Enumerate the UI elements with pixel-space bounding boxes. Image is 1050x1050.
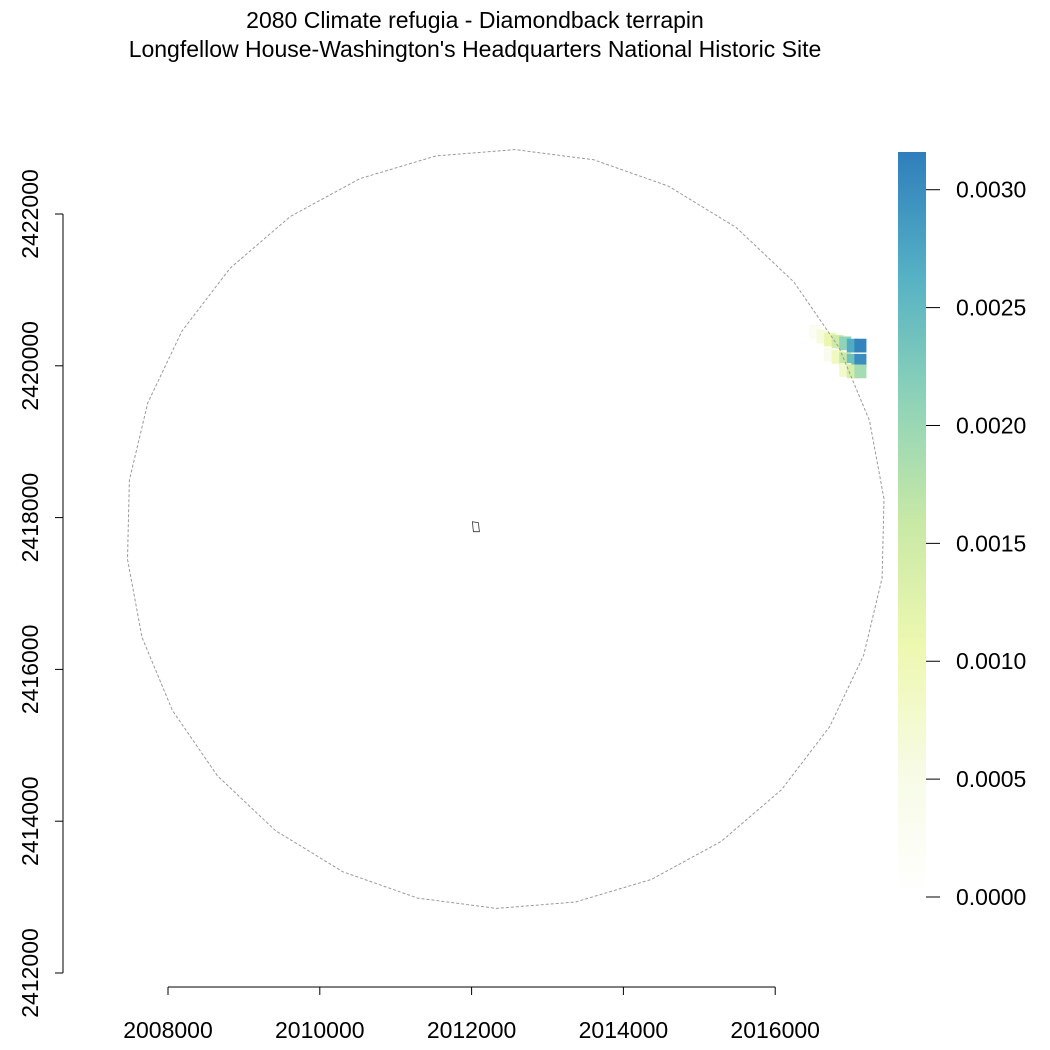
x-axis: 2008000 2010000 2012000 2014000 2016000 [123, 986, 820, 1043]
x-tick-label-0: 2008000 [123, 1017, 213, 1043]
y-tick-label-4: 2420000 [17, 321, 43, 411]
legend-tick-label-1: 0.0005 [956, 766, 1026, 792]
raster-cell-14 [854, 364, 867, 379]
legend-tick-label-5: 0.0025 [956, 295, 1026, 321]
legend-color-bar [898, 152, 926, 897]
legend-tick-label-3: 0.0015 [956, 530, 1026, 556]
legend-tick-label-6: 0.0030 [956, 177, 1026, 203]
park-boundary-layer [471, 521, 480, 533]
x-tick-label-3: 2014000 [579, 1017, 669, 1043]
y-tick-label-0: 2412000 [17, 928, 43, 1018]
legend-tick-label-4: 0.0020 [956, 412, 1026, 438]
color-legend: 0.0000 0.0005 0.0010 0.0015 0.0020 0.0025 0.00… [898, 152, 1026, 910]
buffer-circle [126, 149, 885, 909]
y-tick-label-3: 2418000 [17, 473, 43, 563]
legend-tick-label-0: 0.0000 [956, 884, 1026, 910]
y-tick-label-5: 2422000 [17, 169, 43, 259]
chart-subtitle: Longfellow House-Washington's Headquarte… [128, 36, 822, 62]
legend-tick-label-2: 0.0010 [956, 648, 1026, 674]
y-tick-label-1: 2414000 [17, 776, 43, 866]
y-tick-label-2: 2416000 [17, 625, 43, 715]
x-tick-label-2: 2012000 [427, 1017, 517, 1043]
raster-layer [808, 325, 867, 379]
raster-cell-6 [854, 338, 867, 353]
y-axis: 2412000 2414000 2416000 2418000 2420000 24220… [17, 169, 64, 1018]
park-boundary [471, 521, 480, 533]
chart-title: 2080 Climate refugia - Diamondback terra… [246, 7, 704, 33]
raster-cell-11 [854, 353, 867, 368]
buffer-circle-layer [126, 149, 885, 909]
x-tick-label-4: 2016000 [730, 1017, 820, 1043]
x-tick-label-1: 2010000 [275, 1017, 365, 1043]
